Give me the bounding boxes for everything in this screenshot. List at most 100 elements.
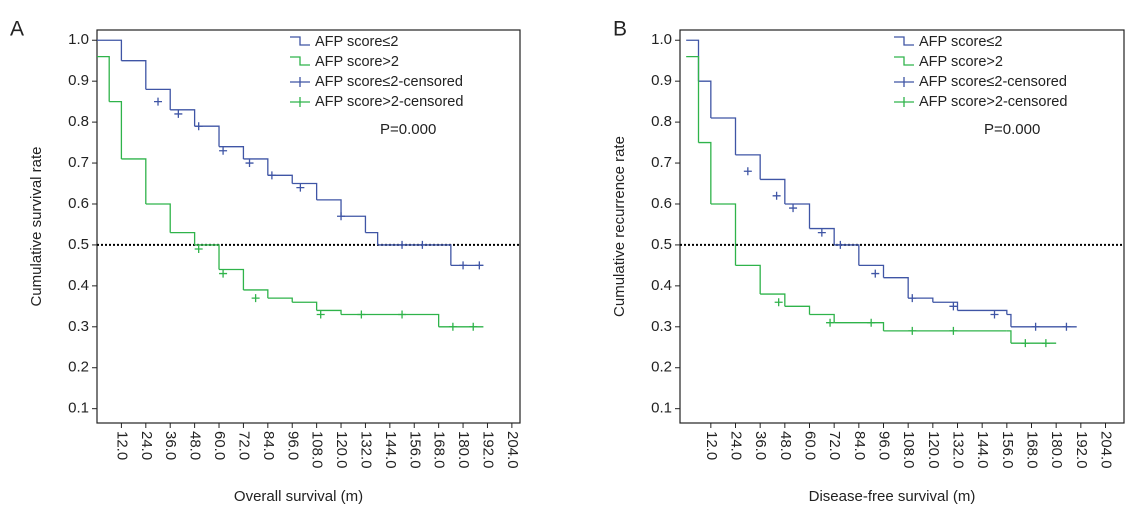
x-tick-label: 192.0 — [479, 431, 496, 469]
y-tick-label: 0.3 — [68, 318, 89, 335]
censor-mark — [174, 109, 183, 118]
survival-step — [243, 158, 269, 176]
x-tick-label: 108.0 — [309, 431, 326, 469]
survival-step — [170, 109, 196, 127]
x-tick-label: 168.0 — [1024, 431, 1041, 469]
x-tick-label: 72.0 — [826, 431, 843, 460]
survival-step — [194, 125, 220, 147]
plot-frame — [679, 29, 1125, 424]
x-axis-label: Overall survival (m) — [234, 488, 363, 505]
y-tick-label: 1.0 — [651, 31, 672, 48]
legend-label: AFP score≤2-censored — [919, 74, 1067, 90]
censor-mark — [194, 245, 203, 254]
y-tick-label: 0.9 — [651, 72, 672, 89]
censor-mark — [817, 228, 826, 237]
censor-mark — [772, 191, 781, 200]
y-tick-label: 0.8 — [651, 113, 672, 130]
panel-label: A — [10, 18, 24, 41]
censor-mark — [836, 240, 845, 249]
survival-step — [1006, 330, 1012, 344]
x-tick-label: 132.0 — [950, 431, 967, 469]
censor-mark — [448, 322, 457, 331]
survival-step — [219, 268, 245, 290]
censor-mark — [949, 302, 958, 311]
survival-step — [760, 293, 786, 307]
survival-step — [908, 297, 934, 303]
censor-mark — [949, 326, 958, 335]
x-tick-label: 144.0 — [974, 431, 991, 469]
x-tick-label: 132.0 — [357, 431, 374, 469]
legend-symbol — [290, 77, 310, 87]
x-tick-label: 12.0 — [113, 431, 130, 460]
x-tick-label: 60.0 — [802, 431, 819, 460]
annotation: P=0.000 — [984, 121, 1040, 138]
censor-mark — [1041, 339, 1050, 348]
x-tick-label: 96.0 — [284, 431, 301, 460]
censor-mark — [459, 261, 468, 270]
survival-step — [316, 199, 342, 217]
legend-symbol — [290, 36, 310, 46]
x-tick-label: 60.0 — [211, 431, 228, 460]
survival-step — [97, 39, 123, 61]
y-axis-label: Cumulative recurrence rate — [611, 136, 628, 317]
survival-step — [883, 277, 909, 299]
survival-step — [1006, 313, 1012, 327]
censor-mark — [1062, 322, 1071, 331]
survival-step — [121, 60, 147, 90]
survival-step — [170, 231, 196, 245]
annotation: P=0.000 — [380, 121, 436, 138]
x-tick-label: 180.0 — [455, 431, 472, 469]
x-tick-label: 72.0 — [235, 431, 252, 460]
legend-symbol — [894, 56, 914, 66]
survival-step — [698, 80, 712, 119]
survival-step — [109, 100, 123, 159]
censor-mark — [357, 310, 366, 319]
x-tick-label: 84.0 — [260, 431, 277, 460]
censor-mark — [398, 240, 407, 249]
legend-label: AFP score≤2 — [919, 34, 1002, 50]
survival-step — [735, 264, 761, 295]
censor-mark — [267, 171, 276, 180]
survival-step — [710, 203, 737, 266]
y-tick-label: 0.6 — [68, 195, 89, 212]
survival-step — [145, 88, 171, 110]
censor-mark — [1021, 339, 1030, 348]
survival-step — [438, 244, 452, 266]
survival-step — [316, 309, 342, 315]
x-tick-label: 96.0 — [876, 431, 893, 460]
legend-symbol — [894, 77, 914, 87]
x-tick-label: 192.0 — [1073, 431, 1090, 469]
censor-mark — [871, 269, 880, 278]
survival-step — [834, 322, 885, 331]
survival-step — [267, 297, 293, 303]
survival-step — [365, 231, 379, 245]
survival-step — [686, 39, 700, 82]
legend-label: AFP score≤2 — [315, 34, 398, 50]
legend-label: AFP score>2-censored — [919, 94, 1067, 110]
censor-mark — [867, 318, 876, 327]
x-axis-label: Disease-free survival (m) — [809, 488, 976, 505]
survival-step — [243, 289, 269, 299]
y-tick-label: 0.7 — [68, 154, 89, 171]
x-tick-label: 108.0 — [900, 431, 917, 469]
legend-label: AFP score>2 — [919, 54, 1003, 70]
y-tick-label: 0.5 — [651, 236, 672, 253]
survival-step — [710, 117, 737, 155]
censor-mark — [990, 310, 999, 319]
censor-mark — [398, 310, 407, 319]
survival-step — [809, 313, 835, 323]
survival-step — [932, 301, 959, 311]
censor-mark — [316, 310, 325, 319]
survival-step — [735, 154, 761, 180]
plot-frame — [96, 29, 521, 424]
survival-step — [341, 313, 440, 327]
censor-mark — [475, 261, 484, 270]
survival-step — [686, 55, 700, 143]
survival-step — [292, 182, 318, 200]
y-axis-label: Cumulative survival rate — [28, 146, 45, 306]
survival-step — [194, 244, 220, 270]
y-tick-label: 0.3 — [651, 318, 672, 335]
y-tick-label: 0.8 — [68, 113, 89, 130]
survival-step — [145, 203, 171, 233]
censor-mark — [219, 269, 228, 278]
